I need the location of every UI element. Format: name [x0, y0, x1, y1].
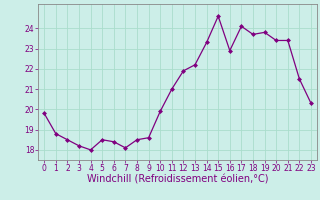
X-axis label: Windchill (Refroidissement éolien,°C): Windchill (Refroidissement éolien,°C)	[87, 175, 268, 185]
